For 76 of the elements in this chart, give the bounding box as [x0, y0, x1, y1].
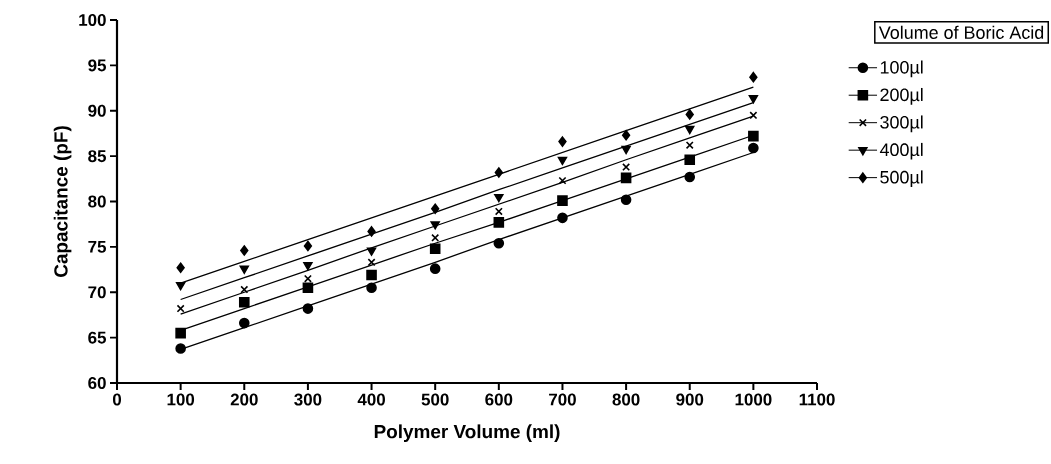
point	[302, 282, 314, 294]
point	[494, 207, 503, 216]
legend-label: 500µl	[880, 170, 923, 188]
point	[684, 171, 696, 183]
y-axis-title: Capacitance (pF)	[53, 126, 72, 277]
point	[621, 145, 631, 155]
point	[684, 154, 696, 166]
point	[685, 109, 694, 120]
y-tick-label: 95	[88, 59, 107, 72]
x-tick-label: 400	[357, 393, 385, 406]
point	[431, 233, 440, 242]
y-tick-label: 65	[88, 331, 107, 344]
point	[175, 281, 186, 291]
point	[620, 172, 632, 184]
point	[494, 193, 504, 203]
point	[303, 261, 313, 271]
point	[748, 130, 759, 142]
point	[748, 95, 759, 104]
legend-label: 400µl	[879, 142, 923, 160]
point	[749, 111, 758, 120]
point	[366, 247, 377, 256]
point	[429, 263, 441, 274]
point	[176, 262, 185, 274]
legend-label: 200µl	[880, 87, 923, 105]
point	[685, 125, 695, 135]
point	[557, 212, 568, 224]
point	[621, 129, 631, 141]
point	[240, 245, 249, 256]
x-tick-label: 200	[230, 393, 258, 406]
y-tick-label: 80	[88, 195, 106, 208]
x-tick-label: 700	[549, 393, 576, 406]
point	[366, 269, 377, 281]
x-tick-label: 1100	[799, 393, 835, 406]
y-tick-label: 90	[88, 104, 106, 117]
y-tick-label: 100	[79, 14, 106, 26]
point	[238, 317, 250, 329]
point	[558, 176, 567, 185]
point	[239, 265, 249, 274]
x-tick-label: 600	[485, 393, 513, 406]
x-tick-label: 100	[167, 393, 195, 406]
point	[302, 303, 314, 314]
point	[749, 71, 758, 83]
point	[303, 240, 313, 252]
point	[175, 343, 186, 354]
point	[238, 296, 250, 308]
point	[493, 237, 505, 249]
point	[622, 163, 631, 171]
x-axis-title: Polymer Volume (ml)	[374, 424, 560, 443]
point	[557, 156, 568, 166]
legend-label: 300µl	[880, 115, 923, 133]
x-tick-label: 0	[112, 393, 122, 406]
point	[367, 226, 376, 237]
y-tick-label: 70	[88, 286, 106, 299]
point	[748, 142, 759, 154]
point	[175, 327, 186, 339]
x-tick-label: 800	[612, 393, 640, 406]
point	[366, 282, 377, 294]
point	[557, 195, 568, 206]
legend-label: 100µl	[880, 60, 923, 78]
point	[558, 136, 567, 147]
y-tick-label: 60	[88, 377, 106, 389]
point	[430, 221, 440, 230]
point	[429, 243, 441, 254]
y-tick-label: 85	[88, 150, 107, 163]
point	[494, 167, 503, 178]
point	[176, 304, 185, 313]
x-tick-label: 1000	[735, 393, 772, 406]
y-tick-label: 75	[88, 240, 107, 253]
point	[685, 141, 694, 150]
x-tick-label: 300	[294, 393, 322, 406]
point	[493, 217, 505, 228]
legend-title: Volume of Boric Acid	[878, 25, 1044, 39]
point	[431, 203, 440, 215]
x-tick-label: 900	[676, 393, 704, 406]
point	[620, 194, 632, 205]
x-tick-label: 500	[421, 393, 449, 406]
